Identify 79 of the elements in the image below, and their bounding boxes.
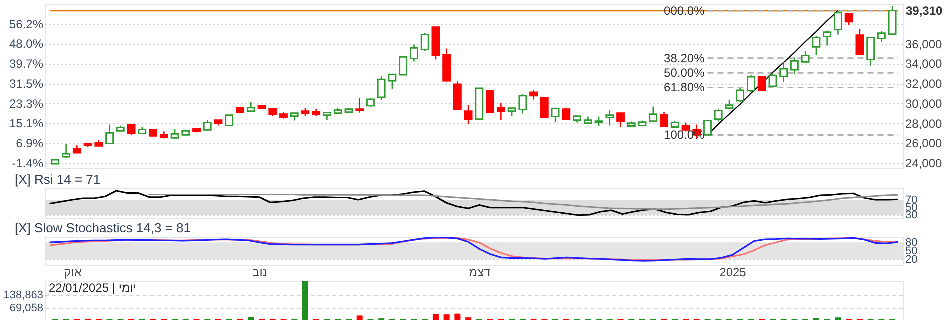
- line-series: [50, 190, 898, 216]
- x-tick-label: נוב: [252, 266, 268, 280]
- candlestick: [170, 128, 180, 140]
- bar: [432, 314, 439, 320]
- candlestick: [606, 110, 614, 126]
- candlestick: [486, 89, 495, 114]
- candlestick: [388, 74, 397, 90]
- y2-tick-label: 56.2%: [9, 17, 44, 32]
- candlestick: [420, 32, 430, 52]
- candlestick: [660, 112, 668, 128]
- ref-line-label: 39,310: [906, 4, 944, 18]
- annotation: 38.20%: [664, 51, 706, 66]
- candlestick: [62, 143, 71, 160]
- candlestick: [106, 124, 114, 144]
- candlestick: [844, 12, 854, 26]
- candlestick: [616, 112, 625, 128]
- y-tick-label: 28,000: [906, 116, 943, 131]
- candlestick: [780, 62, 788, 83]
- candlestick: [551, 107, 560, 123]
- candlestick: [496, 102, 506, 121]
- bar: [248, 317, 254, 320]
- candlestick: [812, 36, 821, 56]
- candlestick: [562, 107, 571, 120]
- candlestick: [866, 36, 876, 67]
- y-tick-label: 20: [906, 254, 918, 266]
- y-tick-label: 69,058: [10, 302, 44, 314]
- y2-tick-label: 15.1%: [9, 116, 44, 131]
- chart-title: [X] Slow Stochastics 14,3 = 81: [15, 220, 191, 236]
- annotation: 50.00%: [664, 66, 706, 80]
- candlestick: [801, 50, 810, 64]
- y2-tick-label: 39.7%: [9, 57, 44, 72]
- bar: [302, 281, 308, 320]
- chart-title: [X] Rsi 14 = 71: [15, 172, 101, 187]
- y2-tick-label: 31.5%: [9, 77, 44, 92]
- candlestick: [649, 106, 658, 122]
- candlestick: [464, 104, 473, 125]
- line-series: [148, 194, 898, 210]
- candlestick: [823, 30, 832, 46]
- candlestick: [518, 94, 528, 114]
- y-tick-label: 34,000: [906, 57, 943, 72]
- candlestick: [790, 57, 799, 75]
- candlestick: [410, 44, 418, 62]
- candlestick: [377, 76, 386, 102]
- candlestick: [888, 6, 897, 36]
- bar: [444, 314, 450, 320]
- bar: [356, 316, 363, 320]
- candlestick: [768, 74, 778, 88]
- y-tick-label: 30,000: [906, 96, 943, 111]
- annotation: יומי | 22/01/2025: [49, 281, 136, 295]
- candlestick: [877, 30, 886, 43]
- y-tick-label: 32,000: [906, 77, 943, 92]
- y-tick-label: 26,000: [906, 136, 943, 151]
- y-tick-label: 138,863: [4, 289, 44, 302]
- candlestick: [530, 89, 538, 101]
- x-tick-label: דצמ: [469, 266, 492, 280]
- candlestick: [714, 108, 723, 122]
- candlestick: [127, 124, 136, 136]
- annotation: 61.80%: [664, 80, 706, 95]
- y2-tick-label: 48.0%: [9, 37, 44, 52]
- candlestick: [540, 97, 549, 118]
- x-tick-label: 2025: [720, 266, 747, 280]
- candlestick: [736, 87, 745, 104]
- y2-tick-label: -1.4%: [12, 156, 44, 171]
- bar: [454, 314, 461, 320]
- candlestick: [203, 120, 212, 131]
- candlestick: [747, 74, 756, 93]
- y2-tick-label: 23.3%: [9, 96, 44, 111]
- y-tick-label: 36,000: [906, 37, 943, 52]
- candlestick: [704, 120, 712, 136]
- y2-tick-label: 6.9%: [16, 136, 44, 150]
- candlestick: [356, 98, 364, 114]
- candlestick: [758, 76, 766, 92]
- candlestick: [225, 114, 234, 126]
- y-tick-label: 24,000: [906, 156, 943, 171]
- candlestick: [856, 28, 864, 56]
- candlestick: [834, 10, 842, 36]
- x-tick-label: אוק: [64, 266, 82, 280]
- candlestick: [594, 116, 604, 127]
- candlestick: [399, 56, 408, 76]
